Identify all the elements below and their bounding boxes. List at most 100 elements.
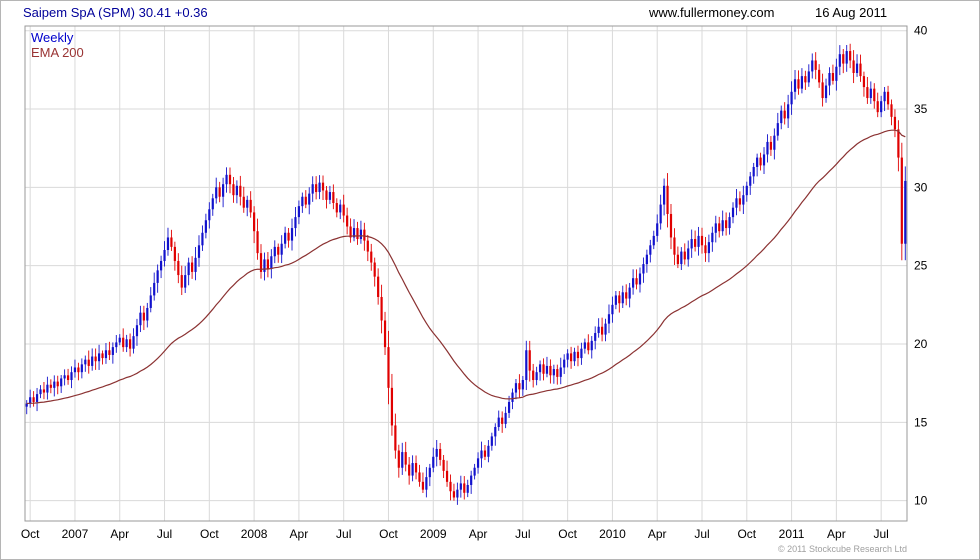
- candle-body: [242, 196, 245, 208]
- candle-body: [53, 381, 56, 388]
- y-axis-tick-label: 30: [914, 180, 928, 194]
- candle-body: [46, 384, 49, 393]
- candle-body: [63, 375, 66, 379]
- candle-body: [480, 450, 483, 459]
- candle-body: [315, 184, 318, 193]
- candle-body: [886, 91, 890, 105]
- candle-body: [811, 60, 814, 72]
- candle-body: [542, 364, 545, 374]
- candle-body: [483, 450, 487, 457]
- x-axis-tick-label: Oct: [21, 527, 40, 541]
- candle-body: [349, 226, 352, 238]
- candle-body: [132, 336, 135, 349]
- candle-body: [266, 259, 269, 269]
- candle-body: [101, 353, 104, 359]
- candle-body: [94, 356, 97, 362]
- x-axis-tick-label: Apr: [827, 527, 846, 541]
- legend-ema-label: EMA 200: [31, 45, 84, 60]
- candle-body: [366, 240, 369, 252]
- candle-body: [377, 276, 380, 297]
- candle-body: [146, 307, 149, 321]
- candle-body: [70, 372, 73, 381]
- candle-body: [587, 342, 590, 351]
- candle-body: [559, 367, 562, 377]
- candle-body: [731, 207, 735, 218]
- candle-body: [862, 76, 866, 88]
- website-text: www.fullermoney.com: [649, 5, 775, 20]
- candle-body: [883, 91, 886, 102]
- candle-body: [769, 141, 773, 150]
- candle-body: [387, 347, 390, 388]
- candle-body: [711, 232, 714, 243]
- x-axis-tick-label: Jul: [515, 527, 530, 541]
- candle-body: [66, 375, 70, 381]
- candle-body: [893, 116, 897, 130]
- candle-body: [321, 182, 325, 191]
- candle-body: [225, 174, 228, 185]
- candle-body: [128, 339, 132, 349]
- candle-body: [159, 260, 163, 271]
- candle-body: [718, 223, 721, 232]
- instrument-title: Saipem SpA (SPM) 30.41 +0.36: [23, 5, 208, 20]
- candle-body: [528, 350, 531, 371]
- candle-body: [56, 381, 59, 387]
- candle-body: [852, 60, 855, 73]
- candle-body: [563, 359, 566, 368]
- candle-body: [690, 239, 693, 249]
- candle-body: [880, 101, 883, 113]
- candle-body: [294, 217, 297, 229]
- candle-body: [590, 340, 593, 351]
- candle-body: [497, 417, 500, 428]
- x-axis-tick-label: Jul: [694, 527, 709, 541]
- candle-body: [284, 232, 287, 244]
- candle-body: [380, 296, 383, 321]
- candle-body: [39, 389, 42, 395]
- candle-body: [211, 198, 214, 210]
- candle-body: [625, 292, 628, 299]
- candle-body: [532, 370, 535, 381]
- candle-body: [287, 232, 290, 241]
- candle-body: [707, 242, 710, 254]
- candle-body: [194, 257, 197, 272]
- candle-body: [828, 72, 831, 86]
- candle-body: [649, 245, 652, 255]
- candle-body: [576, 351, 580, 359]
- x-axis-tick-label: Apr: [469, 527, 488, 541]
- candle-body: [780, 110, 783, 124]
- candle-body: [487, 445, 490, 457]
- candle-body: [831, 72, 835, 81]
- candle-body: [304, 196, 307, 205]
- candle-body: [680, 251, 683, 265]
- candle-body: [149, 295, 152, 308]
- candle-body: [414, 463, 418, 473]
- candle-body: [256, 231, 259, 254]
- candle-body: [35, 394, 39, 402]
- candle-body: [890, 104, 893, 117]
- candle-body: [408, 464, 411, 476]
- candle-body: [418, 472, 421, 482]
- candle-body: [404, 452, 407, 465]
- candle-body: [566, 353, 569, 360]
- candle-body: [849, 51, 852, 61]
- candle-body: [346, 215, 349, 227]
- candle-body: [835, 66, 838, 81]
- x-axis-tick-label: 2010: [599, 527, 626, 541]
- candle-body: [135, 325, 139, 337]
- x-axis-tick-label: Apr: [290, 527, 309, 541]
- candle-body: [824, 85, 828, 99]
- candle-body: [187, 262, 190, 276]
- candle-body: [759, 157, 762, 166]
- candle-body: [873, 88, 876, 102]
- candle-body: [511, 392, 514, 402]
- candle-body: [783, 110, 786, 119]
- candle-body: [435, 448, 438, 457]
- candle-body: [456, 489, 459, 498]
- candle-body: [125, 339, 128, 348]
- candle-body: [118, 337, 121, 343]
- candle-body: [177, 260, 180, 276]
- candle-body: [111, 347, 114, 355]
- candle-body: [87, 359, 90, 366]
- x-axis-tick-label: 2011: [779, 527, 805, 541]
- candle-body: [352, 228, 356, 238]
- candle-body: [290, 228, 294, 241]
